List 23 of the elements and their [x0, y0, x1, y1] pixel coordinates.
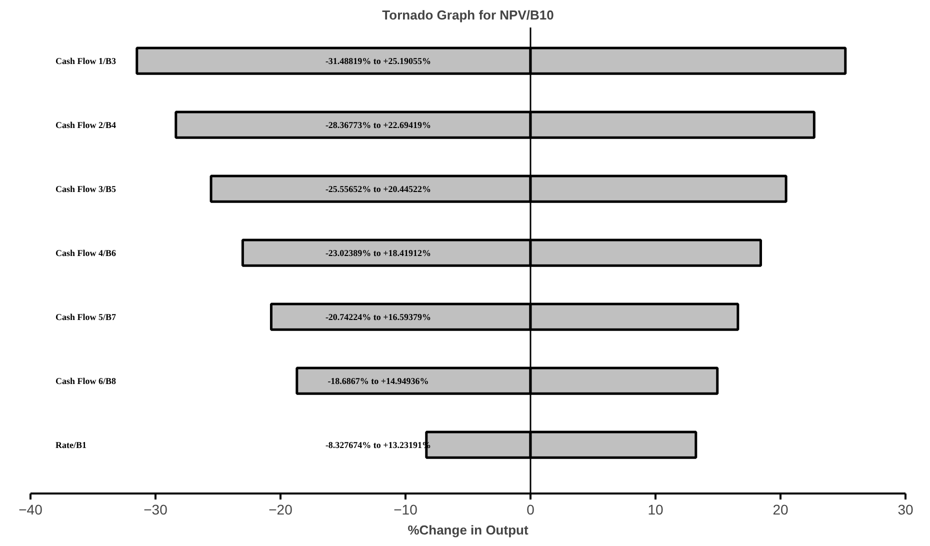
annotation: -20.74224% to +16.59379% — [325, 312, 432, 322]
x-tick-label: −10 — [394, 502, 418, 518]
x-tick-label: 20 — [772, 502, 788, 518]
y-tick-label: Cash Flow 6/B8 — [56, 376, 117, 386]
x-tick-label: −30 — [144, 502, 168, 518]
y-tick-label: Cash Flow 5/B7 — [56, 312, 117, 322]
x-tick-label: 30 — [898, 502, 914, 518]
x-tick-label: −40 — [18, 502, 43, 518]
annotation: -31.48819% to +25.19055% — [325, 56, 432, 66]
y-tick-label: Cash Flow 1/B3 — [56, 56, 117, 66]
x-tick-label: −20 — [268, 502, 293, 518]
y-tick-label: Cash Flow 4/B6 — [56, 248, 117, 258]
y-tick-label: Cash Flow 3/B5 — [56, 184, 117, 194]
x-axis-title: %Change in Output — [408, 522, 529, 538]
annotation: -18.6867% to +14.94936% — [328, 376, 429, 386]
y-tick-label: Cash Flow 2/B4 — [56, 120, 117, 130]
annotation: -25.55652% to +20.44522% — [325, 184, 432, 194]
x-tick-label: 0 — [526, 502, 535, 518]
chart-title: Tornado Graph for NPV/B10 — [382, 8, 554, 22]
x-tick-label: 10 — [648, 502, 664, 518]
y-tick-label: Rate/B1 — [56, 440, 87, 450]
annotation: -23.02389% to +18.41912% — [325, 248, 432, 258]
annotation: -28.36773% to +22.69419% — [325, 120, 432, 130]
